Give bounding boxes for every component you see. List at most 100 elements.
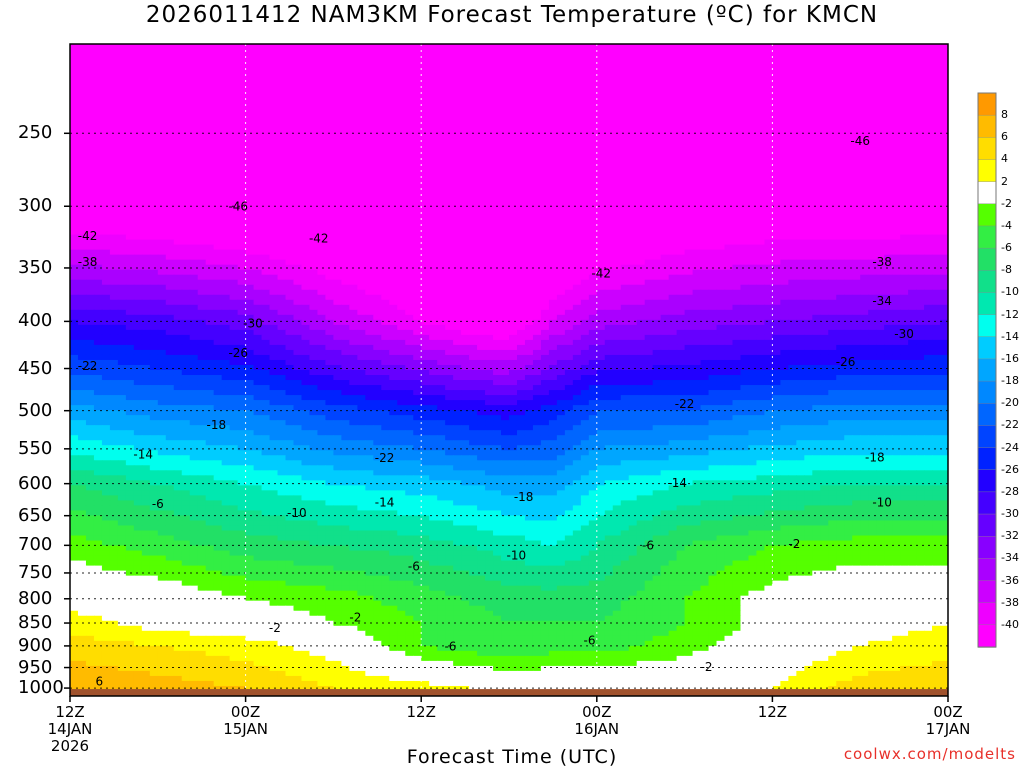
field-cell xyxy=(780,154,789,160)
field-cell xyxy=(373,234,382,241)
field-cell xyxy=(221,99,231,105)
field-cell xyxy=(660,179,670,186)
field-cell xyxy=(940,79,948,85)
field-cell xyxy=(812,84,821,90)
field-cell xyxy=(85,194,95,201)
field-cell xyxy=(213,244,223,251)
field-cell xyxy=(804,234,813,241)
field-cell xyxy=(445,179,454,186)
field-cell xyxy=(301,114,311,120)
field-cell xyxy=(572,164,582,170)
field-cell xyxy=(644,64,654,70)
field-cell xyxy=(892,164,901,170)
field-cell xyxy=(397,269,406,276)
field-cell xyxy=(453,124,462,130)
field-cell xyxy=(293,59,303,65)
field-cell xyxy=(365,144,374,150)
field-cell xyxy=(756,244,766,251)
field-cell xyxy=(804,54,813,60)
field-cell xyxy=(740,194,750,201)
field-cell xyxy=(860,49,869,55)
field-cell xyxy=(165,269,175,276)
field-cell xyxy=(245,199,255,206)
field-cell xyxy=(277,134,287,140)
field-cell xyxy=(157,254,167,261)
field-cell xyxy=(532,134,542,140)
field-cell xyxy=(788,134,797,140)
field-cell xyxy=(421,234,430,241)
field-cell xyxy=(429,239,438,246)
field-cell xyxy=(844,229,853,236)
field-cell xyxy=(333,249,342,256)
field-cell xyxy=(125,119,135,125)
field-cell xyxy=(461,54,470,60)
field-cell xyxy=(85,164,95,170)
field-cell xyxy=(293,164,303,170)
field-cell xyxy=(780,209,789,216)
field-cell xyxy=(341,259,350,266)
field-cell xyxy=(924,249,933,256)
field-cell xyxy=(580,249,590,256)
field-cell xyxy=(229,89,239,95)
field-cell xyxy=(141,199,151,206)
field-cell xyxy=(916,99,925,105)
field-cell xyxy=(309,99,319,105)
field-cell xyxy=(445,234,454,241)
field-cell xyxy=(485,94,494,100)
field-cell xyxy=(413,159,422,165)
field-cell xyxy=(548,194,558,201)
field-cell xyxy=(333,74,342,80)
field-cell xyxy=(109,214,119,221)
field-cell xyxy=(564,54,574,60)
field-cell xyxy=(588,154,598,160)
field-cell xyxy=(229,49,239,55)
field-cell xyxy=(828,69,837,75)
field-cell xyxy=(868,129,877,135)
field-cell xyxy=(692,54,702,60)
field-cell xyxy=(317,129,327,135)
field-cell xyxy=(445,209,454,216)
field-cell xyxy=(844,114,853,120)
field-cell xyxy=(892,184,901,191)
field-cell xyxy=(117,244,127,251)
field-cell xyxy=(205,204,215,211)
field-cell xyxy=(381,219,390,226)
field-cell xyxy=(612,254,622,261)
field-cell xyxy=(397,194,406,201)
field-cell xyxy=(269,264,279,271)
field-cell xyxy=(716,169,726,175)
field-cell xyxy=(413,129,422,135)
field-cell xyxy=(524,264,534,271)
field-cell xyxy=(660,159,670,165)
field-cell xyxy=(221,234,231,241)
field-cell xyxy=(413,84,422,90)
field-cell xyxy=(796,204,805,211)
field-cell xyxy=(437,89,446,95)
field-cell xyxy=(389,99,398,105)
field-cell xyxy=(413,174,422,181)
field-cell xyxy=(221,44,231,50)
field-cell xyxy=(141,194,151,201)
field-cell xyxy=(277,104,287,110)
field-cell xyxy=(269,179,279,186)
field-cell xyxy=(70,239,79,246)
field-cell xyxy=(165,54,175,60)
field-cell xyxy=(692,139,702,145)
field-cell xyxy=(229,244,239,251)
field-cell xyxy=(349,99,358,105)
field-cell xyxy=(389,189,398,196)
field-cell xyxy=(93,94,103,100)
field-cell xyxy=(596,119,606,125)
field-cell xyxy=(516,234,526,241)
field-cell xyxy=(133,44,143,50)
field-cell xyxy=(109,74,119,80)
field-cell xyxy=(540,49,550,55)
field-cell xyxy=(644,249,654,256)
field-cell xyxy=(173,49,183,55)
field-cell xyxy=(868,139,877,145)
field-cell xyxy=(612,164,622,170)
field-cell xyxy=(501,154,510,160)
field-cell xyxy=(708,104,718,110)
field-cell xyxy=(437,214,446,221)
field-cell xyxy=(469,184,478,191)
